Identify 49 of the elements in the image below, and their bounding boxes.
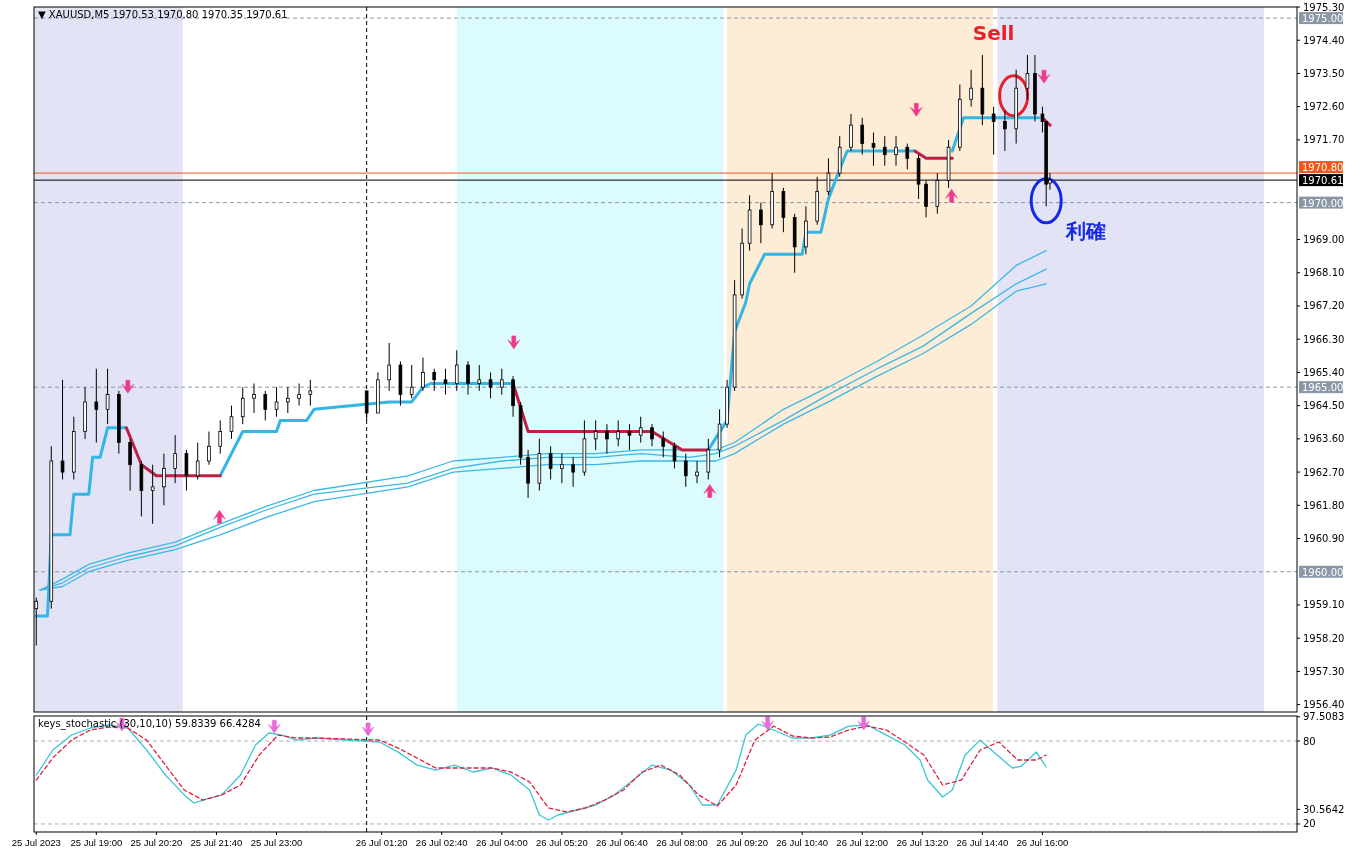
y-tick-label: 1964.50: [1303, 400, 1345, 412]
y-tick-label: 1963.60: [1303, 433, 1345, 445]
ref-line-label: 1960.00: [1302, 566, 1344, 578]
annotation: 利確: [1065, 218, 1107, 243]
chart-title: ▼ XAUUSD,M5 1970.53 1970.80 1970.35 1970.61: [38, 9, 288, 20]
y-tick-label: 1969.00: [1303, 234, 1345, 246]
y-tick-label: 1967.20: [1303, 300, 1345, 312]
x-tick-label: 26 Jul 08:00: [656, 837, 708, 848]
y-tick-label: 1958.20: [1303, 632, 1345, 644]
y-tick-label: 1959.10: [1303, 599, 1345, 611]
y-tick-label: 1961.80: [1303, 499, 1345, 511]
x-tick-label: 26 Jul 14:40: [956, 837, 1009, 848]
ref-line-label: 1970.00: [1302, 197, 1344, 209]
x-tick-label: 25 Jul 21:40: [190, 837, 243, 848]
y-tick-label: 97.5083: [1303, 711, 1345, 723]
x-tick-label: 25 Jul 23:00: [250, 837, 303, 848]
x-tick-label: 25 Jul 19:00: [70, 837, 123, 848]
y-tick-label: 1962.70: [1303, 466, 1345, 478]
y-tick-label: 30.5642: [1303, 803, 1345, 815]
y-tick-label: 1957.30: [1303, 665, 1345, 677]
y-tick-label: 1968.10: [1303, 267, 1345, 279]
x-tick-label: 26 Jul 01:20: [355, 837, 408, 848]
y-tick-label: 1973.50: [1303, 67, 1345, 79]
ref-line-label: 1965.00: [1302, 382, 1344, 394]
x-tick-label: 26 Jul 06:40: [596, 837, 648, 848]
y-tick-label: 1972.60: [1303, 101, 1345, 113]
x-tick-label: 26 Jul 10:40: [776, 837, 829, 848]
y-tick-label: 1971.70: [1303, 134, 1345, 146]
x-tick-label: 26 Jul 09:20: [716, 837, 768, 848]
x-tick-label: 26 Jul 16:00: [1016, 837, 1069, 848]
x-tick-label: 25 Jul 20:20: [130, 837, 183, 848]
y-tick-label: 1956.40: [1303, 699, 1345, 711]
ref-line-label: 1975.00: [1302, 13, 1344, 25]
y-tick-label: 20: [1303, 818, 1316, 830]
y-tick-label: 1965.40: [1303, 366, 1345, 378]
annotation: Sell: [972, 20, 1015, 45]
y-tick-label: 1975.30: [1303, 1, 1345, 13]
x-tick-label: 26 Jul 05:20: [535, 837, 588, 848]
ref-line-label: 1970.61: [1302, 175, 1344, 187]
x-tick-label: 26 Jul 12:00: [836, 837, 889, 848]
x-tick-label: 26 Jul 13:20: [896, 837, 949, 848]
y-tick-label: 1960.90: [1303, 533, 1345, 545]
y-tick-label: 80: [1303, 735, 1316, 747]
x-tick-label: 25 Jul 2023: [11, 837, 61, 848]
y-tick-label: 1966.30: [1303, 333, 1345, 345]
x-tick-label: 26 Jul 02:40: [415, 837, 468, 848]
y-tick-label: 1974.40: [1303, 34, 1345, 46]
ref-line-label: 1970.80: [1302, 162, 1344, 174]
x-tick-label: 26 Jul 04:00: [475, 837, 528, 848]
